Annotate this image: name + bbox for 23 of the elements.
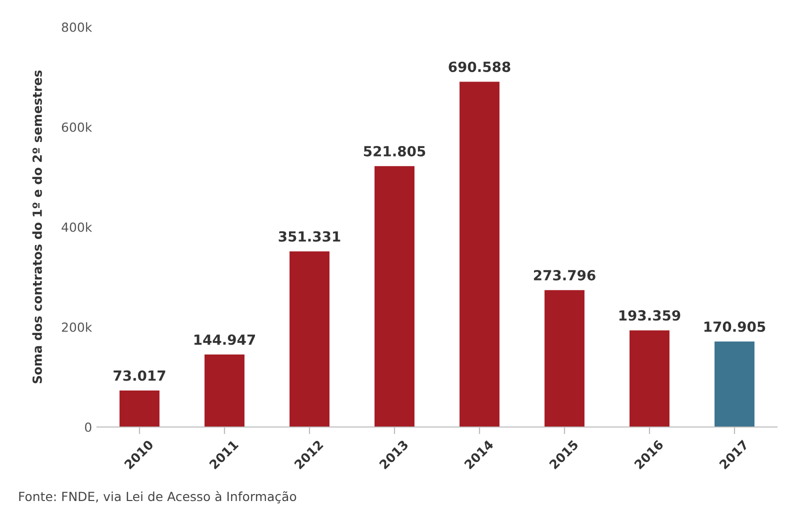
bar (374, 166, 414, 427)
y-tick-label: 400k (62, 222, 92, 232)
data-label: 690.588 (448, 62, 510, 72)
data-label: 273.796 (534, 270, 596, 280)
y-tick-label: 600k (62, 122, 92, 132)
bar (714, 342, 754, 427)
bar (630, 330, 670, 427)
y-axis-title: Soma dos contratos do 1º e do 2º semestres (32, 70, 42, 384)
bar (290, 251, 330, 427)
data-label: 521.805 (364, 146, 426, 156)
y-tick-label: 0 (85, 422, 92, 432)
bar (544, 290, 584, 427)
y-tick-label: 800k (62, 22, 92, 32)
bar (204, 354, 244, 427)
bar (120, 390, 160, 427)
data-label: 170.905 (704, 321, 766, 332)
source-note: Fonte: FNDE, via Lei de Acesso à Informação (19, 491, 296, 504)
data-label: 73.017 (114, 370, 166, 381)
y-tick-label: 200k (62, 322, 92, 332)
bar (460, 82, 500, 427)
data-label: 193.359 (619, 310, 680, 321)
data-label: 144.947 (194, 334, 256, 345)
data-label: 351.331 (278, 231, 340, 242)
